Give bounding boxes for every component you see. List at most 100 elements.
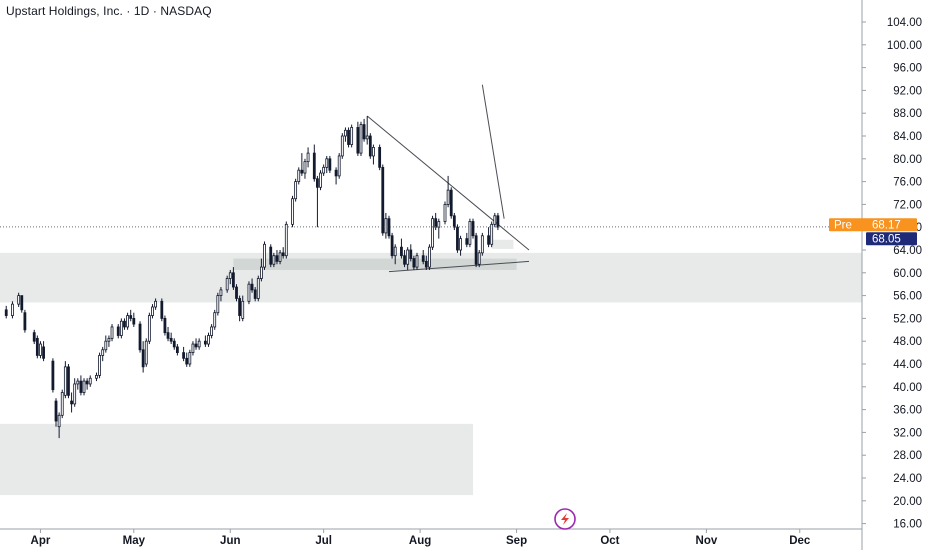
candle-body-down (387, 218, 391, 237)
candle (272, 252, 276, 268)
trend-line[interactable] (481, 84, 505, 219)
candle (362, 118, 366, 142)
candle-body-up (337, 155, 341, 177)
candle (356, 121, 360, 156)
candle (390, 232, 394, 259)
candle-body-up (39, 343, 42, 356)
candle (381, 164, 385, 236)
candle-body-up (319, 172, 322, 188)
candle-body-down (160, 300, 164, 319)
candle (468, 218, 472, 248)
candle-body-up (443, 203, 447, 222)
price-axis[interactable]: 104.00 100.00 96.00 92.00 88.00 84.00 80.00 76.… (862, 17, 922, 531)
candle-body-down (496, 215, 500, 228)
candle (166, 326, 170, 342)
price-tick-label: 100.00 (887, 40, 922, 52)
tradingview-flash-icon[interactable] (554, 508, 576, 530)
candle-body-up (406, 249, 410, 265)
price-tick-label: 56.00 (893, 291, 922, 303)
candle (306, 147, 310, 168)
price-tick-label: 72.00 (893, 199, 922, 211)
candle-body-down (312, 152, 316, 180)
candle-body-down (275, 255, 279, 262)
time-axis[interactable]: Apr May Jun Jul Aug Sep Oct Nov Dec (31, 529, 811, 547)
candle (493, 212, 497, 228)
candle (250, 278, 254, 293)
trend-line[interactable] (388, 260, 530, 273)
candle-body-up (154, 300, 157, 308)
candle-body-down (169, 337, 173, 342)
candle (275, 250, 279, 265)
candle-body-down (378, 146, 382, 168)
candle-body-down (281, 252, 285, 257)
candle (79, 375, 83, 396)
candle (197, 338, 201, 350)
candle-body-down (328, 158, 332, 171)
candle-body-down (368, 135, 372, 157)
candle-body-down (163, 317, 167, 334)
candle-body-down (172, 340, 176, 348)
candle-body-down (54, 400, 58, 422)
candle (350, 124, 354, 148)
candle (421, 250, 425, 265)
candle (294, 178, 298, 202)
candle-body-down (203, 340, 207, 345)
candle (328, 155, 332, 174)
candle-body-up (60, 392, 64, 416)
supply-demand-zone (0, 423, 474, 496)
candle (154, 298, 157, 310)
candle (82, 378, 86, 396)
price-tick-label: 60.00 (893, 268, 922, 280)
candle (238, 295, 242, 322)
candle-body-up (95, 374, 98, 379)
candle (185, 352, 189, 367)
candle-body-up (480, 235, 484, 254)
candle-body-down (412, 258, 416, 268)
candle-body-down (403, 255, 406, 265)
candle (384, 212, 388, 239)
candle-body-up (151, 306, 154, 316)
candle-body-up (63, 366, 67, 396)
candle (437, 218, 441, 239)
time-tick-label: Apr (31, 535, 51, 547)
candle-body-up (213, 312, 217, 328)
candle (194, 338, 198, 350)
candle (340, 133, 344, 159)
candle (278, 250, 282, 265)
candle-body-up (322, 166, 326, 174)
candle (210, 324, 214, 339)
candle (98, 352, 101, 379)
price-tags: Pre 68.17 68.05 (829, 218, 917, 246)
candle (260, 258, 263, 282)
candle-body-down (175, 346, 179, 353)
candle (95, 372, 98, 382)
candle (319, 170, 322, 191)
candle (347, 127, 350, 148)
candle-body-up (228, 272, 232, 279)
candle-body-down (465, 238, 469, 245)
zones-layer (0, 239, 862, 496)
candle (182, 346, 186, 362)
candle (446, 175, 450, 208)
candle-body-down (185, 357, 189, 365)
candle-body-up (207, 335, 210, 345)
candle-body-down (141, 349, 145, 368)
candle-body-up (437, 221, 441, 228)
candle-body-up (415, 255, 419, 268)
candle-body-up (241, 300, 245, 319)
candle-body-down (434, 218, 438, 228)
candle-body-up (325, 158, 329, 168)
candle-body-up (147, 315, 151, 342)
candle-body-up (477, 252, 481, 265)
candle (57, 412, 61, 439)
price-tick-label: 80.00 (893, 154, 922, 166)
candle (459, 235, 462, 256)
candle (23, 309, 27, 333)
candle-body-up (98, 355, 101, 376)
candle (284, 221, 288, 259)
candle (129, 309, 133, 322)
candle-body-down (381, 166, 385, 234)
candle-body-down (424, 260, 428, 268)
